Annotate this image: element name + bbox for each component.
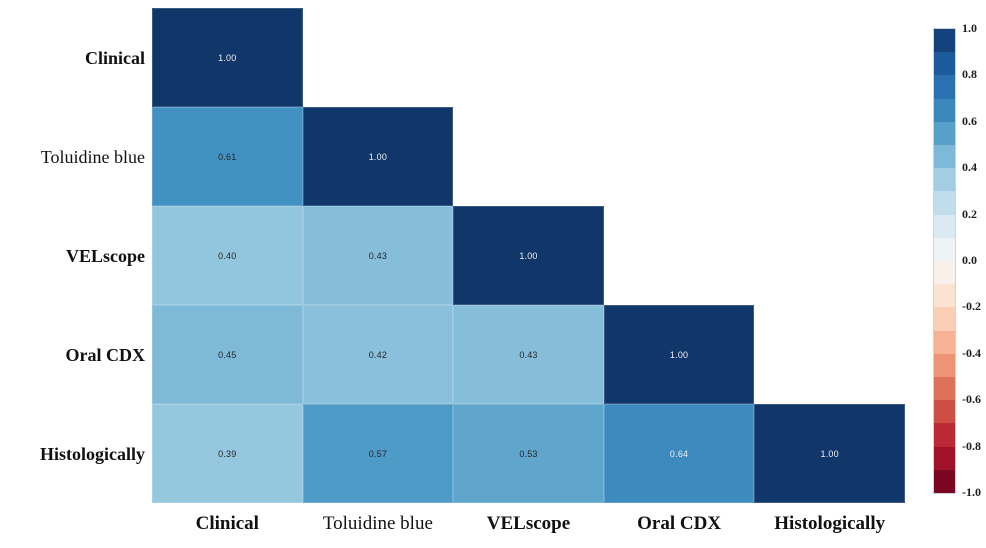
colorbar-tick: -0.4 (962, 345, 981, 360)
heatmap-cell-histologically-clinical: 0.39 (152, 404, 303, 503)
colorbar-segment (934, 330, 955, 355)
heatmap-cell-oral-cdx-toluidine-blue: 0.42 (302, 305, 454, 404)
col-label-toluidine-blue: Toluidine blue (322, 513, 433, 534)
colorbar-segment (934, 307, 955, 332)
heatmap-cell-velscope-velscope: 1.00 (453, 206, 604, 305)
colorbar-segment (934, 261, 955, 285)
heatmap-cell-histologically-histologically: 1.00 (754, 404, 905, 503)
colorbar-segment (934, 121, 955, 146)
cell-value: 0.43 (519, 349, 538, 360)
colorbar-segment (934, 284, 955, 308)
colorbar-segment (934, 52, 955, 76)
heatmap-cell-velscope-clinical: 0.40 (152, 206, 303, 305)
colorbar-tick: 0.6 (962, 113, 977, 128)
row-label-velscope: VELscope (65, 245, 145, 266)
heatmap-cell-clinical-clinical: 1.00 (152, 8, 303, 107)
cell-value: 0.40 (218, 250, 237, 261)
colorbar-tick: 0.0 (962, 253, 977, 267)
colorbar-tick: 1.0 (962, 21, 977, 35)
cell-value: 1.00 (820, 448, 839, 459)
cell-value: 1.00 (368, 151, 388, 162)
col-label-velscope: VELscope (486, 513, 571, 534)
colorbar-segment (934, 145, 955, 169)
colorbar-segment (934, 29, 955, 53)
colorbar-segment (934, 98, 955, 123)
row-label-toluidine-blue: Toluidine blue (40, 146, 145, 167)
row-label-oral-cdx: Oral CDX (65, 344, 146, 365)
cell-value: 0.57 (368, 448, 388, 459)
cell-value: 1.00 (218, 52, 237, 63)
heatmap-cell-oral-cdx-clinical: 0.45 (152, 305, 303, 404)
colorbar-segment (934, 75, 955, 100)
colorbar-segment (934, 469, 955, 494)
colorbar-segment (934, 168, 955, 192)
colorbar (933, 28, 956, 494)
colorbar-tick: -0.2 (962, 299, 981, 314)
row-label-clinical: Clinical (84, 47, 145, 68)
colorbar-segment (934, 400, 955, 424)
cell-value: 0.39 (218, 448, 237, 459)
heatmap-cell-toluidine-blue-clinical: 0.61 (152, 107, 303, 206)
colorbar-tick: -0.6 (962, 392, 981, 407)
cell-value: 1.00 (669, 349, 689, 360)
cell-value: 0.64 (669, 448, 689, 459)
heatmap-cell-histologically-oral-cdx: 0.64 (603, 404, 755, 503)
colorbar-segment (934, 446, 955, 471)
colorbar-segment (934, 353, 955, 378)
colorbar-tick: 0.8 (962, 67, 977, 82)
heatmap-cell-histologically-velscope: 0.53 (453, 404, 604, 503)
colorbar-segment (934, 191, 955, 216)
colorbar-tick: 0.4 (962, 160, 977, 175)
colorbar-tick: -1.0 (962, 485, 981, 499)
colorbar-tick: -0.8 (962, 438, 981, 453)
colorbar-tick: 0.2 (962, 206, 977, 221)
colorbar-segment (934, 423, 955, 448)
colorbar-segment (934, 214, 955, 239)
heatmap-cell-toluidine-blue-toluidine-blue: 1.00 (302, 107, 454, 206)
heatmap-cell-oral-cdx-oral-cdx: 1.00 (603, 305, 755, 404)
cell-value: 0.53 (519, 448, 538, 459)
cell-value: 0.61 (218, 151, 237, 162)
heatmap-cell-oral-cdx-velscope: 0.43 (453, 305, 604, 404)
heatmap-cell-histologically-toluidine-blue: 0.57 (302, 404, 454, 503)
colorbar-segment (934, 377, 955, 401)
cell-value: 0.45 (218, 349, 237, 360)
heatmap-cell-velscope-toluidine-blue: 0.43 (302, 206, 454, 305)
col-label-oral-cdx: Oral CDX (637, 513, 722, 534)
row-label-histologically: Histologically (40, 443, 145, 464)
cell-value: 0.42 (368, 349, 388, 360)
colorbar-segment (934, 237, 955, 262)
cell-value: 1.00 (519, 250, 538, 261)
col-label-histologically: Histologically (774, 513, 886, 534)
col-label-clinical: Clinical (195, 513, 259, 534)
cell-value: 0.43 (368, 250, 388, 261)
